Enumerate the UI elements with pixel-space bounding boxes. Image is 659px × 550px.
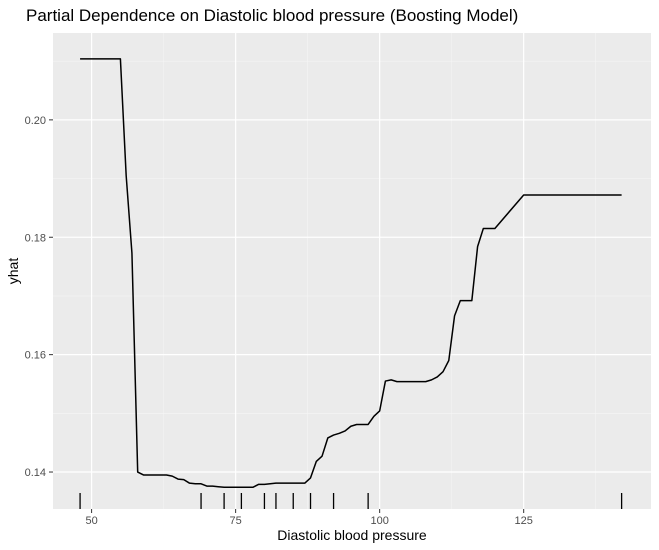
partial-dependence-line: [80, 58, 622, 489]
y-axis-ticks: 0.14 0.16 0.18 0.20: [25, 115, 53, 479]
rug-marks: [79, 493, 623, 509]
y-tick-label: 0.16: [25, 350, 46, 362]
x-axis-ticks: 50 75 100 125: [85, 509, 533, 527]
major-gridlines: [53, 33, 651, 509]
x-tick-label: 75: [230, 515, 242, 527]
x-tick-label: 50: [85, 515, 97, 527]
minor-gridlines: [53, 33, 651, 509]
x-tick-label: 100: [370, 515, 388, 527]
y-tick-label: 0.14: [25, 467, 46, 479]
y-tick-label: 0.18: [25, 232, 46, 244]
y-axis-label: yhat: [5, 258, 21, 285]
plot-panel: [53, 33, 651, 509]
x-tick-label: 125: [515, 515, 533, 527]
y-tick-label: 0.20: [25, 115, 46, 127]
x-axis-label: Diastolic blood pressure: [277, 527, 427, 543]
chart-title: Partial Dependence on Diastolic blood pr…: [26, 6, 518, 25]
